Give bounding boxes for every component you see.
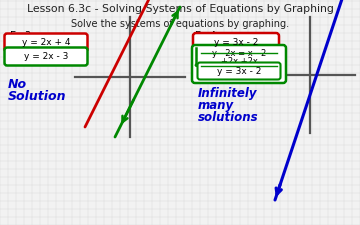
FancyBboxPatch shape: [4, 34, 87, 52]
Text: many: many: [198, 99, 234, 112]
Text: solutions: solutions: [198, 111, 258, 124]
Text: Ex 4: Ex 4: [195, 31, 216, 41]
FancyBboxPatch shape: [193, 33, 279, 52]
Text: Infinitely: Infinitely: [198, 87, 257, 100]
Text: Solve the systems of equations by graphing.: Solve the systems of equations by graphi…: [71, 19, 289, 29]
Text: +2x +2x: +2x +2x: [221, 58, 257, 67]
Text: y = 2x - 3: y = 2x - 3: [24, 52, 68, 61]
Text: Solution: Solution: [8, 90, 67, 104]
Text: Lesson 6.3c - Solving Systems of Equations by Graphing: Lesson 6.3c - Solving Systems of Equatio…: [27, 4, 333, 14]
FancyBboxPatch shape: [192, 45, 286, 83]
Text: No: No: [8, 79, 27, 92]
FancyBboxPatch shape: [4, 47, 87, 65]
Text: y = 3x - 2: y = 3x - 2: [214, 38, 258, 47]
FancyBboxPatch shape: [198, 63, 280, 79]
Text: y = 3x - 2: y = 3x - 2: [217, 67, 261, 76]
Text: y - 2x = x - 2: y - 2x = x - 2: [212, 49, 266, 58]
Text: y = 2x + 4: y = 2x + 4: [22, 38, 70, 47]
Text: Ex 3:: Ex 3:: [10, 31, 34, 41]
